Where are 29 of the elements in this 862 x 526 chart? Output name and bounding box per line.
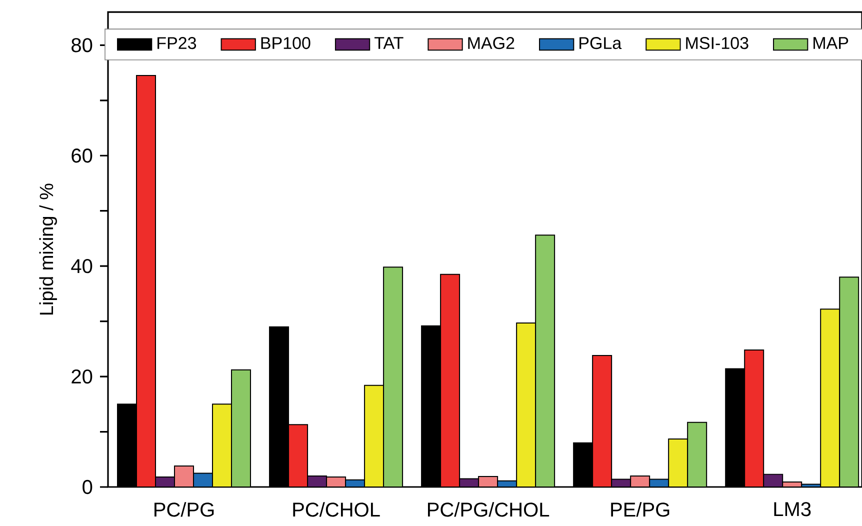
y-tick-label: 20	[72, 369, 92, 384]
y-tick-label: 40	[71, 259, 92, 274]
y-tick-label: 60	[72, 148, 92, 163]
bar	[232, 370, 251, 487]
y-tick-label: 0	[82, 480, 92, 494]
legend-label: MAG2	[468, 37, 514, 50]
x-tick-label: LM3	[774, 502, 811, 516]
x-tick-label: PC/CHOL	[293, 502, 380, 517]
bar	[364, 385, 384, 487]
legend-label: MSI-103	[686, 37, 748, 50]
bar	[839, 276, 860, 487]
y-axis-title: Lipid mixing / %	[39, 184, 57, 314]
bar	[668, 438, 688, 487]
x-tick-label: PC/PG	[154, 502, 214, 517]
bar	[212, 404, 232, 487]
x-tick-label: PC/PG/CHOL	[428, 502, 550, 517]
legend-label: PGLa	[580, 37, 622, 50]
y-tick-label: 80	[72, 38, 92, 52]
bar	[820, 308, 840, 487]
legend-label: FP23	[158, 37, 196, 50]
bar	[536, 235, 555, 487]
bar	[384, 267, 403, 487]
bar	[688, 422, 707, 487]
bar	[516, 322, 536, 487]
legend-label: BP100	[261, 37, 310, 50]
legend-label: TAT	[374, 37, 404, 49]
bar	[174, 466, 194, 487]
x-tick-label: PE/PG	[611, 502, 670, 517]
legend-label: MAP	[814, 37, 848, 49]
